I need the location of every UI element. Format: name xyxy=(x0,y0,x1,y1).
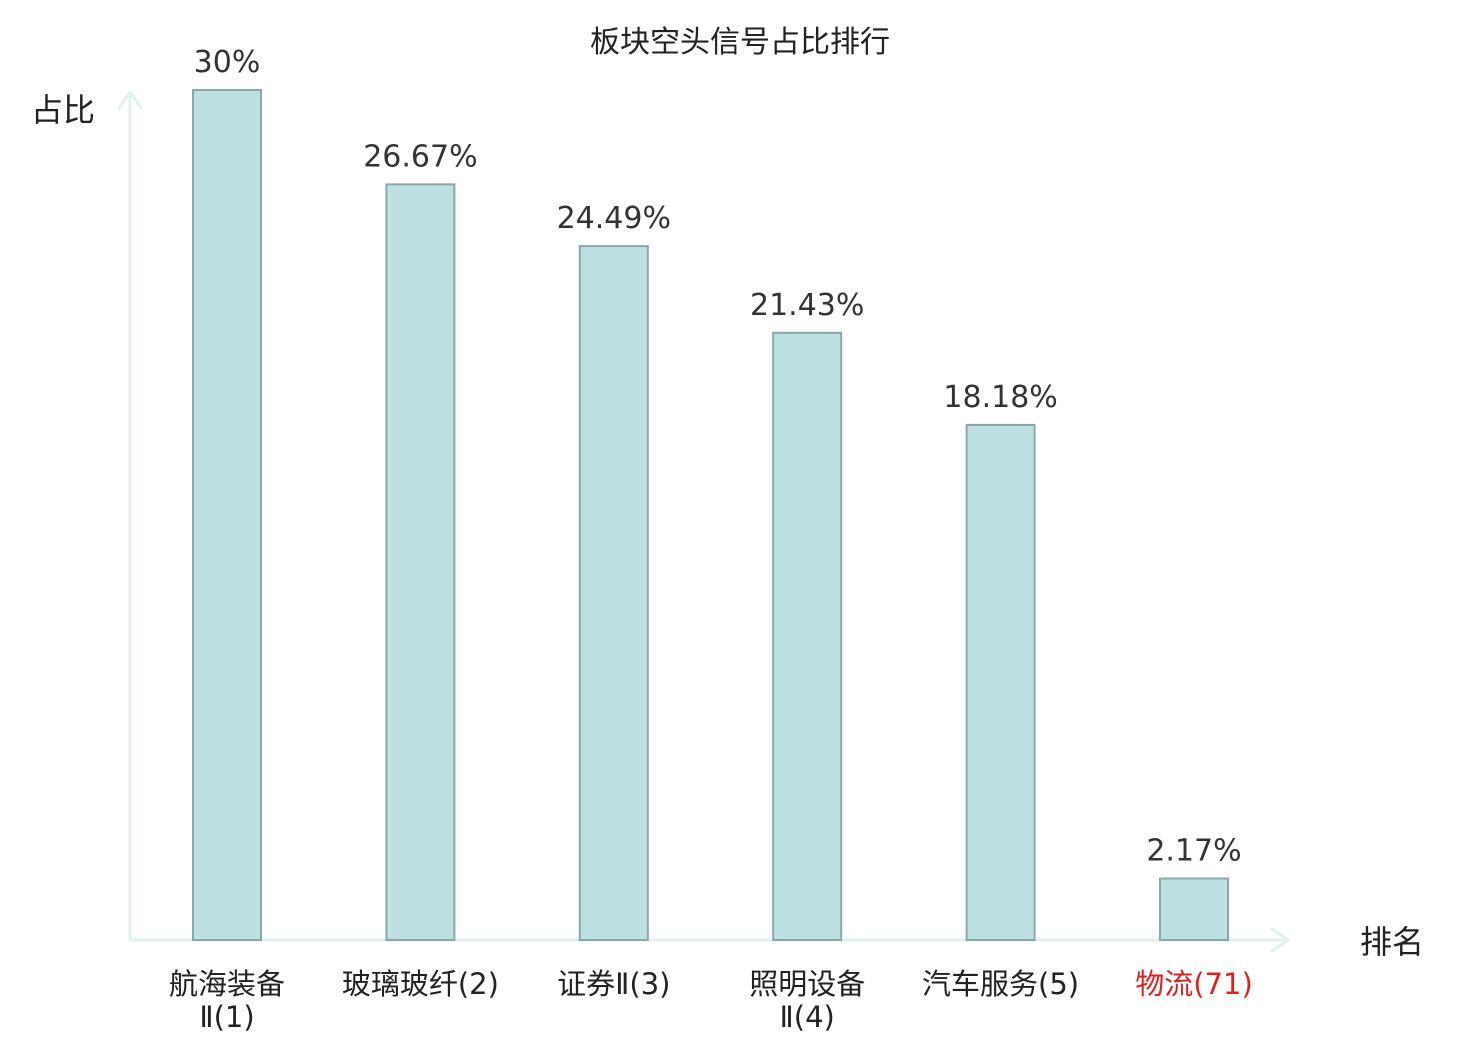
bar xyxy=(578,245,649,942)
category-label: 证券Ⅱ(3) xyxy=(557,967,670,1001)
category-label: Ⅱ(4) xyxy=(780,1000,835,1034)
bar xyxy=(192,89,262,941)
bar xyxy=(965,423,1036,941)
axes xyxy=(117,90,1290,953)
x-axis-label: 排名 xyxy=(1360,923,1424,961)
x-axis-arrow-icon xyxy=(1270,927,1290,953)
category-label: 照明设备 xyxy=(749,967,865,1001)
bar xyxy=(1159,877,1229,941)
bar xyxy=(385,183,456,942)
bar-value-label: 2.17% xyxy=(1146,834,1241,869)
bar xyxy=(772,331,843,942)
category-label: Ⅱ(1) xyxy=(199,1000,254,1034)
bar-value-label: 30% xyxy=(194,45,261,80)
category-label: 航海装备 xyxy=(169,967,285,1001)
y-axis-arrow-icon xyxy=(117,90,143,110)
category-label: 玻璃玻纤(2) xyxy=(342,967,499,1001)
bar-value-label: 26.67% xyxy=(363,139,477,174)
category-label: 物流(71) xyxy=(1135,967,1253,1001)
category-label: 汽车服务(5) xyxy=(922,967,1079,1001)
value-labels: 30% 26.67% 24.49% 21.43% 18.18% 2.17% xyxy=(194,45,1242,869)
bar-value-label: 21.43% xyxy=(750,288,864,323)
bar-value-label: 24.49% xyxy=(557,201,671,236)
bars xyxy=(192,89,1229,942)
y-axis-label: 占比 xyxy=(31,91,95,129)
bar-value-label: 18.18% xyxy=(943,380,1057,415)
chart-title: 板块空头信号占比排行 xyxy=(590,25,890,60)
